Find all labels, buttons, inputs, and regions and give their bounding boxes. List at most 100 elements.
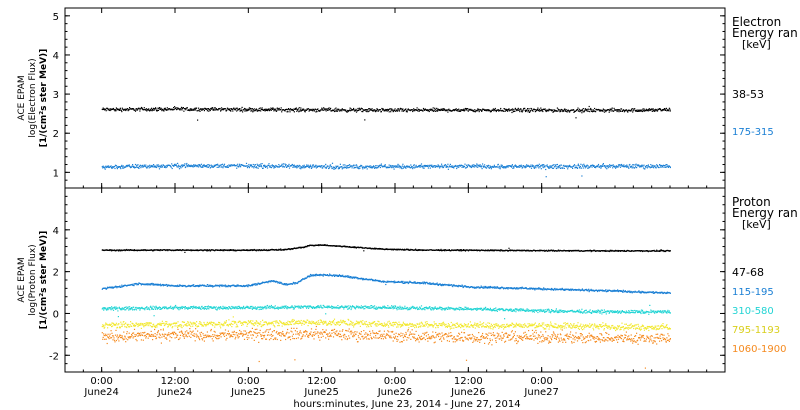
data-point <box>447 109 449 111</box>
data-point <box>662 250 665 252</box>
data-point <box>367 111 369 113</box>
data-point <box>546 289 548 291</box>
data-point <box>372 279 374 281</box>
data-point <box>298 165 300 167</box>
data-point <box>551 166 553 168</box>
data-point <box>623 111 625 113</box>
data-point <box>111 287 113 289</box>
data-point <box>488 286 491 288</box>
data-point <box>527 108 529 110</box>
data-point <box>283 249 285 251</box>
data-point <box>464 250 467 252</box>
data-point <box>540 164 542 167</box>
legend-title: [keV] <box>742 38 771 51</box>
data-point <box>456 110 458 112</box>
data-point <box>457 249 459 251</box>
data-point <box>324 165 326 167</box>
data-point <box>278 166 280 168</box>
data-point <box>300 107 302 109</box>
data-point <box>522 109 524 111</box>
data-point <box>639 292 641 294</box>
data-point <box>399 167 401 169</box>
data-point <box>437 249 439 251</box>
data-point <box>134 109 136 111</box>
data-point <box>355 108 357 110</box>
data-point <box>619 166 622 168</box>
data-point <box>451 165 453 167</box>
data-point <box>598 250 601 252</box>
data-point <box>193 284 195 286</box>
data-point <box>279 282 281 284</box>
data-point <box>254 164 256 166</box>
data-point <box>126 165 128 168</box>
data-point <box>199 165 201 167</box>
data-point <box>119 108 121 110</box>
data-point <box>151 164 153 167</box>
data-point <box>428 283 430 285</box>
y-axis-label-line: log(Proton Flux) <box>28 244 38 315</box>
data-point <box>637 291 639 293</box>
data-point <box>361 246 363 248</box>
data-point <box>557 167 559 169</box>
data-point <box>349 109 351 111</box>
data-point <box>621 110 623 112</box>
data-point <box>531 287 533 289</box>
data-point <box>413 165 415 167</box>
data-point <box>175 163 177 165</box>
data-point <box>113 306 116 308</box>
data-point <box>342 164 344 166</box>
data-point <box>269 165 271 167</box>
data-point <box>102 165 104 167</box>
data-point <box>570 288 572 290</box>
data-point <box>290 165 293 167</box>
data-point <box>329 273 331 275</box>
data-point <box>102 249 104 251</box>
data-point <box>237 109 239 111</box>
data-point <box>173 107 175 109</box>
data-point <box>196 285 198 287</box>
data-point <box>486 165 488 167</box>
data-point <box>246 108 248 110</box>
data-point <box>114 110 116 112</box>
data-point <box>529 110 532 112</box>
data-point <box>538 288 540 290</box>
data-point <box>463 110 465 112</box>
y-tick-label: 4 <box>53 226 59 237</box>
data-point <box>624 290 626 292</box>
data-point <box>155 283 157 285</box>
data-point <box>528 165 530 167</box>
data-point <box>465 164 468 166</box>
data-point <box>294 166 296 168</box>
data-point <box>171 163 173 165</box>
data-point <box>655 291 657 293</box>
data-point <box>476 110 478 112</box>
data-point <box>264 110 266 112</box>
data-point <box>203 164 205 166</box>
data-point <box>205 165 207 168</box>
data-point <box>668 110 670 112</box>
data-point <box>244 110 246 112</box>
data-point <box>116 307 118 309</box>
data-point <box>476 164 478 166</box>
data-point <box>257 167 259 169</box>
data-point <box>513 108 515 110</box>
data-point <box>302 167 304 169</box>
data-point <box>233 284 235 286</box>
data-point <box>116 287 118 289</box>
data-point <box>206 164 208 166</box>
data-point <box>281 163 283 165</box>
data-point <box>112 287 115 289</box>
data-point <box>150 166 152 168</box>
data-point <box>202 165 205 167</box>
data-point <box>543 287 545 289</box>
data-point <box>447 168 449 170</box>
data-point <box>200 108 202 110</box>
data-point <box>192 166 194 168</box>
data-point <box>138 108 140 110</box>
data-point <box>611 107 613 109</box>
data-point <box>344 109 346 111</box>
data-point <box>298 107 300 109</box>
data-point <box>193 305 195 307</box>
data-point <box>280 165 282 167</box>
data-point <box>603 109 605 111</box>
